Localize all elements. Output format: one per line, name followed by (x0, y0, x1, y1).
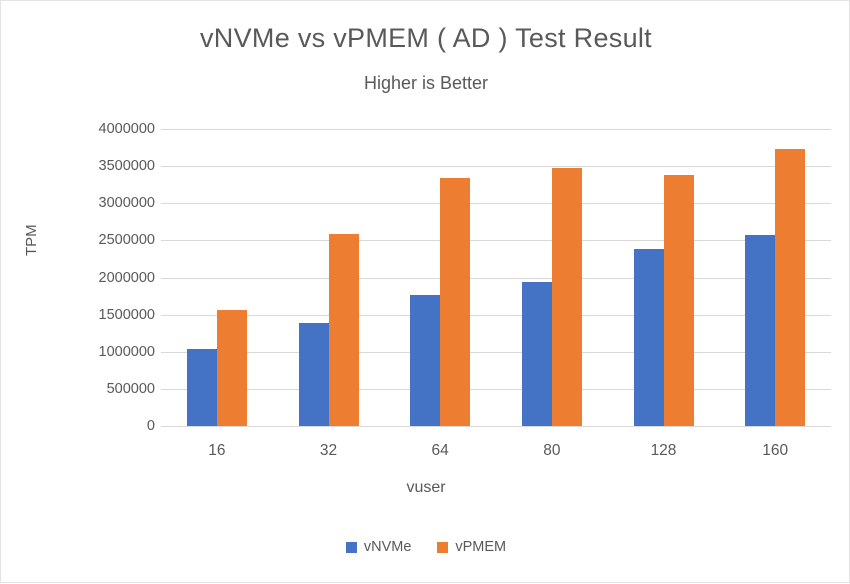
legend-swatch-icon (437, 541, 449, 553)
y-axis-tick-label: 2500000 (98, 232, 155, 249)
x-axis-tick-label-16: 16 (208, 442, 226, 459)
y-axis-title: TPM (23, 224, 40, 256)
x-axis-line (161, 426, 831, 427)
gridline (161, 129, 831, 130)
y-axis-tick-label: 3500000 (98, 158, 155, 175)
gridline (161, 388, 831, 390)
bar-vpmem-64[interactable] (440, 177, 471, 426)
y-axis-tick-label: 3000000 (98, 195, 155, 212)
gridline (161, 351, 831, 353)
y-axis-tick-label: 500000 (106, 380, 155, 397)
y-axis-tick-label: 1000000 (98, 343, 155, 360)
chart-title: vNVMe vs vPMEM ( AD ) Test Result (200, 23, 652, 53)
bar-vpmem-32[interactable] (328, 233, 359, 426)
y-axis-tick-label: 4000000 (98, 121, 155, 137)
gridline (161, 314, 831, 316)
gridline (161, 166, 831, 168)
bar-vpmem-16[interactable] (216, 309, 247, 426)
bar-vpmem-160[interactable] (775, 149, 806, 426)
bar-vnvme-160[interactable] (745, 235, 776, 426)
x-axis-tick-label-160: 160 (762, 442, 789, 459)
bar-vnvme-64[interactable] (410, 294, 441, 426)
y-axis-tick-label: 1500000 (98, 306, 155, 323)
x-axis-tick-label-128: 128 (650, 442, 677, 459)
bar-vnvme-16[interactable] (186, 348, 217, 426)
x-axis-tick-label-64: 64 (431, 442, 449, 459)
chart-legend: vNVMe vPMEM (1, 539, 850, 555)
x-axis-tick-label-80: 80 (543, 442, 561, 459)
legend-item-vnvme[interactable]: vNVMe (345, 539, 412, 555)
plot-area (161, 129, 831, 427)
gridline (161, 277, 831, 279)
y-axis-tick-label: 0 (146, 418, 155, 434)
bar-vnvme-80[interactable] (521, 281, 552, 426)
x-axis-title: vuser (406, 479, 446, 496)
legend-item-vpmem[interactable]: vPMEM (437, 539, 506, 555)
bar-vnvme-128[interactable] (633, 248, 664, 426)
bar-vnvme-32[interactable] (298, 322, 329, 426)
legend-swatch-icon (345, 541, 357, 553)
gridline (161, 203, 831, 205)
chart-subtitle: Higher is Better (363, 73, 489, 93)
x-axis-tick-label-32: 32 (319, 442, 338, 459)
bar-vpmem-80[interactable] (551, 168, 582, 426)
bar-vpmem-128[interactable] (663, 175, 694, 426)
legend-label: vNVMe (363, 539, 412, 555)
y-axis-tick-label: 2000000 (98, 269, 155, 286)
legend-label: vPMEM (455, 539, 507, 555)
gridline (161, 240, 831, 242)
